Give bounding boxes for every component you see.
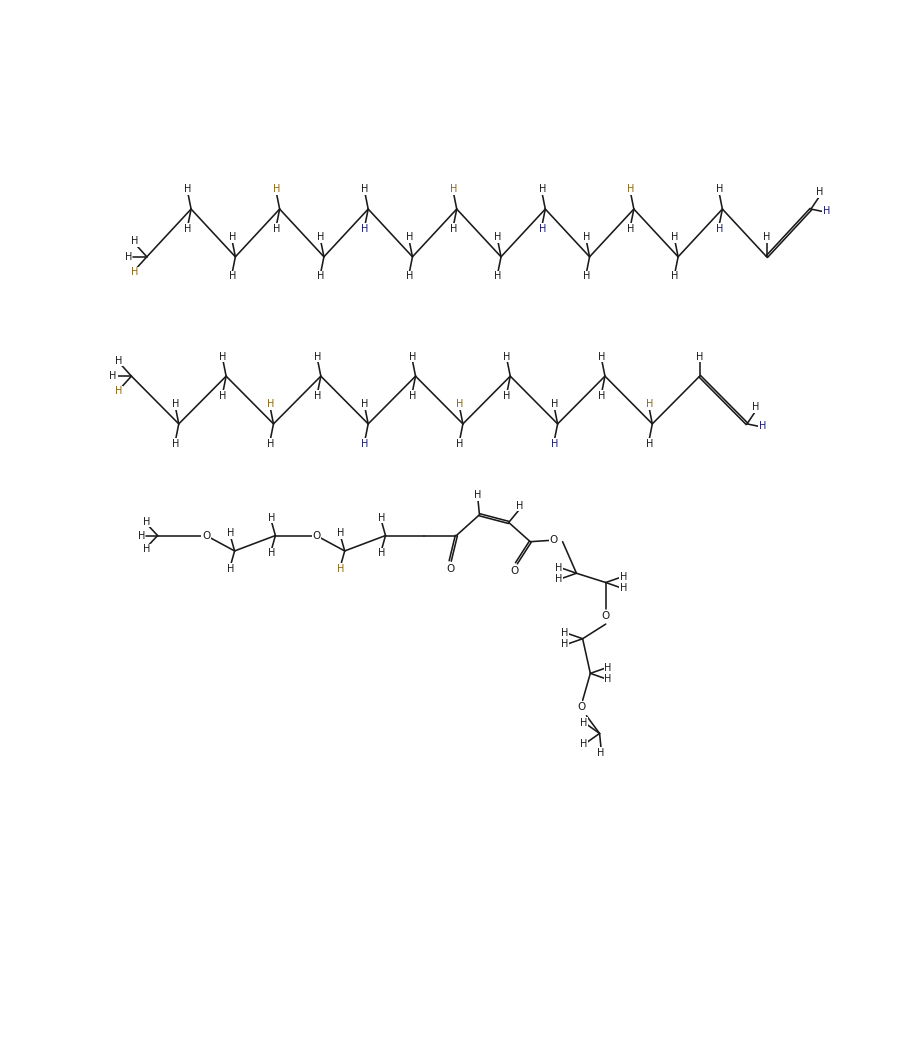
Text: H: H xyxy=(494,233,502,242)
Text: H: H xyxy=(314,391,322,400)
Text: H: H xyxy=(583,272,590,281)
Text: H: H xyxy=(229,233,236,242)
Text: H: H xyxy=(408,391,416,400)
Text: H: H xyxy=(763,233,771,242)
Text: H: H xyxy=(227,529,234,538)
Text: H: H xyxy=(474,491,481,500)
Text: H: H xyxy=(131,237,138,246)
Text: H: H xyxy=(115,387,123,396)
Text: H: H xyxy=(406,272,413,281)
Text: H: H xyxy=(406,233,413,242)
Text: H: H xyxy=(109,371,116,381)
Text: H: H xyxy=(337,529,345,538)
Text: H: H xyxy=(671,233,679,242)
Text: H: H xyxy=(503,391,511,400)
Text: H: H xyxy=(822,206,830,217)
Text: H: H xyxy=(581,718,588,727)
Text: H: H xyxy=(317,233,325,242)
Text: H: H xyxy=(550,399,558,409)
Text: H: H xyxy=(627,224,634,234)
Text: H: H xyxy=(581,739,588,749)
Text: O: O xyxy=(312,531,320,541)
Text: H: H xyxy=(620,583,627,593)
Text: H: H xyxy=(456,439,464,448)
Text: H: H xyxy=(317,272,325,281)
Text: H: H xyxy=(759,422,766,431)
Text: H: H xyxy=(268,513,276,523)
Text: H: H xyxy=(598,391,606,400)
Text: H: H xyxy=(561,629,569,638)
Text: H: H xyxy=(337,564,345,573)
Text: O: O xyxy=(202,531,210,541)
Text: H: H xyxy=(645,399,653,409)
Text: H: H xyxy=(143,544,150,554)
Text: H: H xyxy=(266,439,274,448)
Text: H: H xyxy=(184,185,192,194)
Text: H: H xyxy=(538,185,546,194)
Text: H: H xyxy=(456,399,464,409)
Text: H: H xyxy=(124,252,132,262)
Text: H: H xyxy=(550,439,558,448)
Text: H: H xyxy=(671,272,679,281)
Text: H: H xyxy=(172,399,180,409)
Text: H: H xyxy=(172,439,180,448)
Text: H: H xyxy=(503,352,511,361)
Text: H: H xyxy=(696,352,703,361)
Text: H: H xyxy=(361,399,369,409)
Text: H: H xyxy=(620,572,627,582)
Text: H: H xyxy=(715,185,723,194)
Text: O: O xyxy=(602,612,609,621)
Text: H: H xyxy=(450,185,457,194)
Text: H: H xyxy=(219,391,227,400)
Text: H: H xyxy=(361,185,369,194)
Text: H: H xyxy=(598,352,606,361)
Text: H: H xyxy=(408,352,416,361)
Text: H: H xyxy=(361,224,369,234)
Text: H: H xyxy=(604,673,611,684)
Text: H: H xyxy=(538,224,546,234)
Text: H: H xyxy=(314,352,322,361)
Text: H: H xyxy=(219,352,227,361)
Text: H: H xyxy=(555,573,562,584)
Text: H: H xyxy=(515,500,523,511)
Text: H: H xyxy=(266,399,274,409)
Text: H: H xyxy=(137,531,145,541)
Text: H: H xyxy=(378,548,385,559)
Text: H: H xyxy=(268,548,276,559)
Text: H: H xyxy=(597,748,605,757)
Text: H: H xyxy=(494,272,502,281)
Text: H: H xyxy=(561,639,569,649)
Text: H: H xyxy=(645,439,653,448)
Text: H: H xyxy=(378,513,385,523)
Text: H: H xyxy=(604,663,611,673)
Text: H: H xyxy=(450,224,457,234)
Text: H: H xyxy=(143,517,150,527)
Text: H: H xyxy=(555,563,562,572)
Text: H: H xyxy=(715,224,723,234)
Text: H: H xyxy=(627,185,634,194)
Text: H: H xyxy=(229,272,236,281)
Text: H: H xyxy=(273,185,280,194)
Text: O: O xyxy=(510,566,518,576)
Text: H: H xyxy=(583,233,590,242)
Text: H: H xyxy=(816,187,823,198)
Text: O: O xyxy=(578,702,586,713)
Text: H: H xyxy=(751,402,759,412)
Text: H: H xyxy=(184,224,192,234)
Text: H: H xyxy=(227,564,234,573)
Text: H: H xyxy=(273,224,280,234)
Text: O: O xyxy=(446,564,455,573)
Text: H: H xyxy=(115,356,123,365)
Text: H: H xyxy=(131,268,138,277)
Text: H: H xyxy=(361,439,369,448)
Text: O: O xyxy=(550,535,558,545)
